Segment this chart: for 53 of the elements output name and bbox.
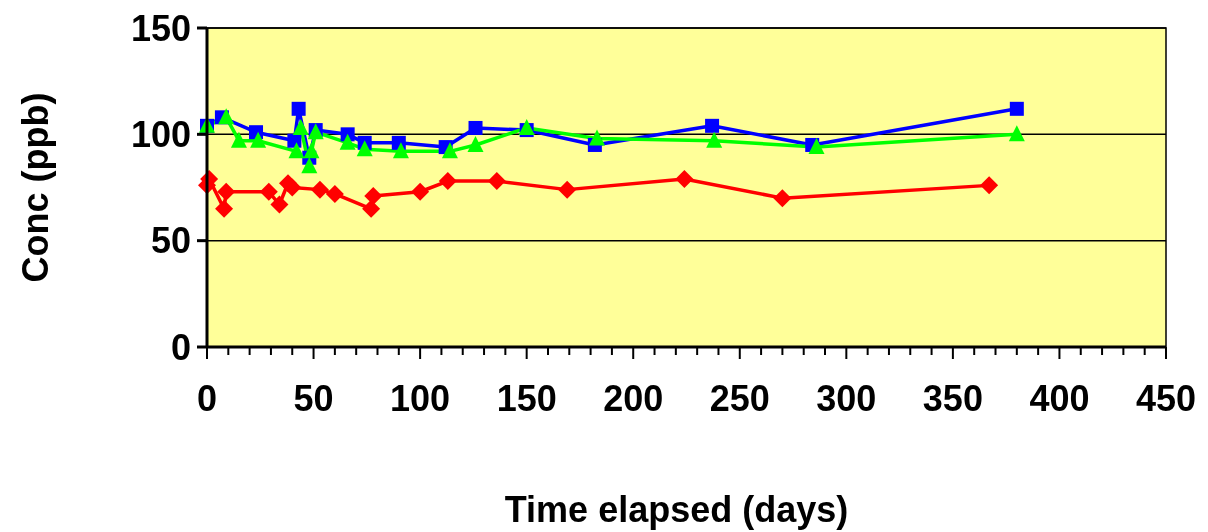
point (980, 176, 999, 195)
point (1009, 101, 1024, 116)
point (339, 133, 356, 150)
x-tick-label: 450 (1135, 378, 1197, 419)
point (356, 140, 373, 157)
point (291, 101, 306, 116)
point (292, 118, 309, 135)
point (303, 142, 320, 159)
point (468, 120, 483, 135)
point (288, 142, 305, 159)
x-tick-label: 100 (390, 378, 451, 419)
point (588, 129, 605, 146)
x-axis-title: Time elapsed (days) (504, 489, 849, 530)
point (217, 182, 236, 201)
point (705, 118, 720, 133)
point (808, 138, 825, 155)
point (487, 172, 506, 191)
x-tick-label: 0 (196, 378, 218, 419)
point (325, 184, 344, 203)
point (230, 131, 247, 148)
y-tick-label: 150 (130, 7, 191, 49)
point (1008, 125, 1025, 142)
point (558, 180, 577, 199)
point (301, 157, 318, 174)
point (411, 182, 430, 201)
point (259, 182, 278, 201)
point (362, 199, 381, 218)
point (518, 118, 535, 135)
point (438, 172, 457, 191)
point (310, 180, 329, 199)
y-tick-label: 0 (170, 326, 191, 368)
x-tick-label: 350 (922, 378, 983, 419)
point (218, 108, 235, 125)
point (283, 178, 302, 197)
x-tick-label: 200 (603, 378, 664, 419)
x-tick-label: 250 (709, 378, 770, 419)
x-tick-label: 300 (816, 378, 877, 419)
point (675, 169, 694, 188)
point (364, 187, 383, 206)
x-tick-label: 50 (293, 378, 334, 419)
point (467, 135, 484, 152)
y-tick-label: 100 (130, 113, 191, 155)
y-axis-title: Conc (ppb) (15, 92, 56, 283)
point (441, 142, 458, 159)
point (215, 199, 234, 218)
point (250, 131, 267, 148)
x-tick-label: 150 (496, 378, 557, 419)
x-tick-label: 400 (1029, 378, 1090, 419)
point (392, 142, 409, 159)
point (773, 189, 792, 208)
point (270, 195, 289, 214)
y-tick-label: 50 (150, 220, 191, 262)
point (706, 131, 723, 148)
